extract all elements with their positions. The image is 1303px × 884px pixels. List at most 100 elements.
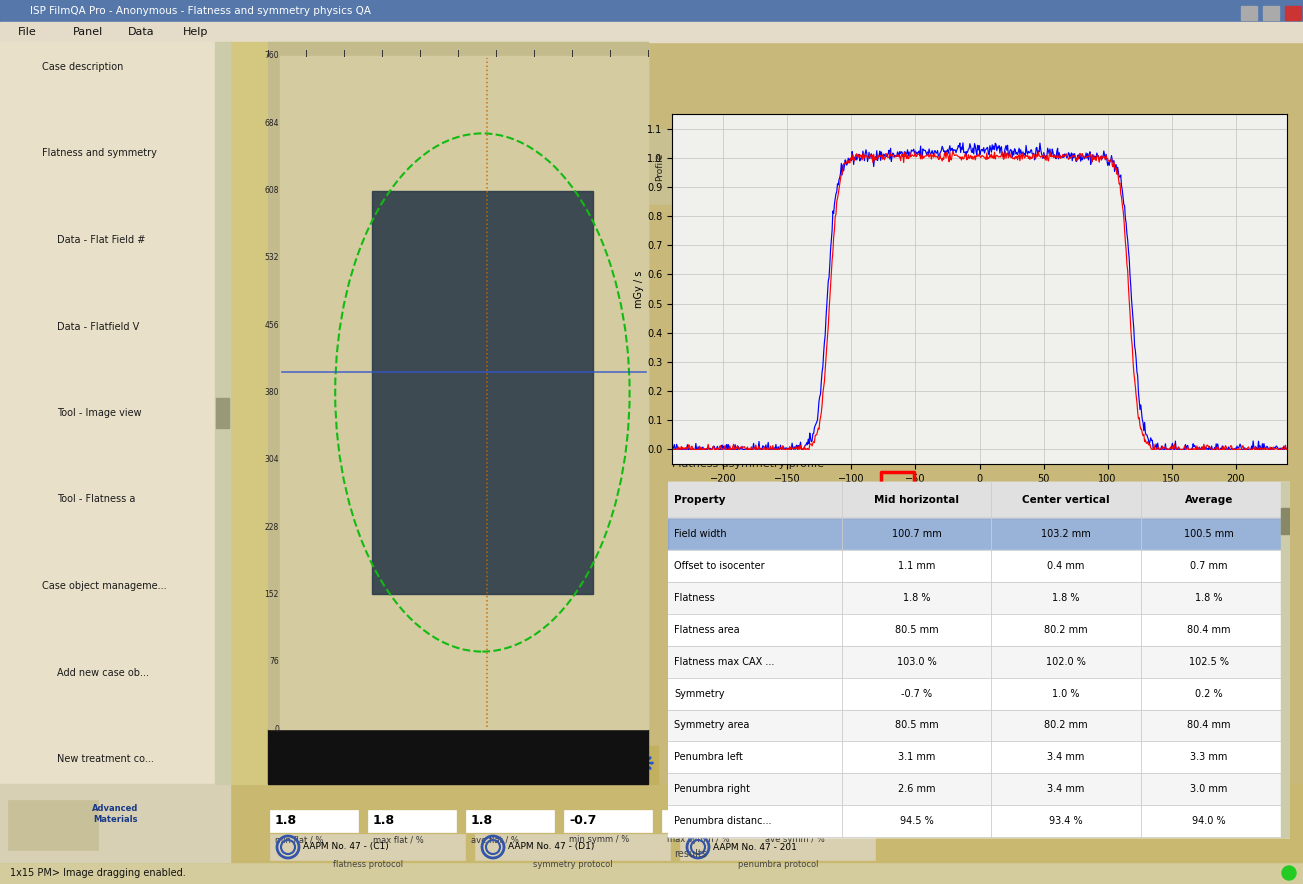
Text: 3.3 mm: 3.3 mm bbox=[1191, 752, 1227, 763]
Text: →: → bbox=[536, 753, 555, 777]
Bar bbox=[0, 862, 1303, 884]
Bar bbox=[280, 56, 648, 729]
Bar bbox=[216, 398, 229, 428]
Text: -0.7 %: -0.7 % bbox=[902, 689, 933, 698]
Text: Tool - Image view: Tool - Image view bbox=[57, 408, 142, 418]
Text: Flatness: Flatness bbox=[674, 592, 715, 603]
Text: Offset to isocenter: Offset to isocenter bbox=[674, 560, 765, 570]
Text: Flatness asymmetry profile: Flatness asymmetry profile bbox=[672, 459, 823, 469]
Text: 80.4 mm: 80.4 mm bbox=[1187, 625, 1231, 635]
Text: Center vertical: Center vertical bbox=[1023, 495, 1110, 505]
mid horizontal path bbox=[702, 443, 718, 453]
Text: 1.8 %: 1.8 % bbox=[1053, 592, 1080, 603]
Bar bbox=[1285, 6, 1300, 20]
Text: Flatness area: Flatness area bbox=[674, 625, 740, 635]
Bar bbox=[668, 482, 1290, 518]
Text: Data: Data bbox=[128, 27, 155, 37]
Text: Tool - Flatness a: Tool - Flatness a bbox=[57, 494, 136, 505]
Bar bbox=[268, 56, 280, 729]
Text: 1x15 PM> Image dragging enabled.: 1x15 PM> Image dragging enabled. bbox=[10, 868, 186, 878]
Text: ←: ← bbox=[386, 753, 405, 777]
Text: 100.5 mm: 100.5 mm bbox=[1184, 529, 1234, 538]
Bar bbox=[680, 834, 876, 860]
Bar bbox=[668, 774, 1290, 805]
Text: ↑: ↑ bbox=[435, 753, 455, 777]
Text: min flat / %: min flat / % bbox=[275, 835, 323, 844]
Text: Penumbra right: Penumbra right bbox=[674, 784, 751, 795]
Text: Data - Flat Field #: Data - Flat Field # bbox=[57, 235, 146, 245]
Text: ↺: ↺ bbox=[285, 753, 305, 777]
Bar bbox=[268, 746, 658, 784]
Text: flatness protocol: flatness protocol bbox=[334, 860, 403, 869]
mid horizontal path bbox=[665, 444, 680, 454]
Bar bbox=[367, 810, 456, 832]
Text: 0.2: 0.2 bbox=[765, 814, 787, 827]
Text: 80.4 mm: 80.4 mm bbox=[1187, 720, 1231, 730]
Text: Advanced
Materials: Advanced Materials bbox=[91, 804, 138, 824]
Bar bbox=[668, 710, 1290, 742]
Bar bbox=[270, 810, 358, 832]
Text: results: results bbox=[674, 850, 708, 859]
Text: 1.0: 1.0 bbox=[667, 814, 689, 827]
mid horizontal path bbox=[1280, 444, 1295, 454]
Text: AAPM No. 47 - (C1): AAPM No. 47 - (C1) bbox=[304, 842, 388, 851]
Text: 532: 532 bbox=[265, 254, 279, 263]
Bar bbox=[8, 800, 98, 850]
mid horizontal path bbox=[955, 138, 971, 149]
mid horizontal path bbox=[1195, 444, 1210, 454]
Text: Add new case ob...: Add new case ob... bbox=[57, 667, 149, 677]
Text: 80.2 mm: 80.2 mm bbox=[1044, 625, 1088, 635]
Text: symmetry protocol: symmetry protocol bbox=[533, 860, 612, 869]
Text: ❋: ❋ bbox=[635, 753, 655, 777]
mid horizontal path bbox=[1058, 149, 1074, 160]
Text: 1.8 %: 1.8 % bbox=[1195, 592, 1224, 603]
Text: 1.8 %: 1.8 % bbox=[903, 592, 930, 603]
Circle shape bbox=[1282, 866, 1296, 880]
Bar bbox=[1240, 6, 1257, 20]
center vertical path bbox=[1023, 151, 1038, 162]
Bar bbox=[0, 0, 1303, 22]
Text: Help: Help bbox=[182, 27, 208, 37]
Text: 80.5 mm: 80.5 mm bbox=[895, 625, 938, 635]
Bar bbox=[0, 784, 1303, 862]
Text: 103.2 mm: 103.2 mm bbox=[1041, 529, 1091, 538]
Bar bbox=[215, 42, 231, 784]
Bar bbox=[668, 677, 1290, 710]
mid horizontal path bbox=[665, 443, 680, 453]
Text: 0.2 %: 0.2 % bbox=[1195, 689, 1224, 698]
Bar bbox=[466, 810, 554, 832]
Text: Panel: Panel bbox=[73, 27, 103, 37]
Text: 94.5 %: 94.5 % bbox=[900, 817, 934, 827]
Text: ✦: ✦ bbox=[585, 753, 605, 777]
Bar bbox=[668, 518, 1290, 550]
Text: 3.1 mm: 3.1 mm bbox=[898, 752, 936, 763]
Text: 102.0 %: 102.0 % bbox=[1046, 657, 1085, 667]
Text: 608: 608 bbox=[265, 187, 279, 195]
Text: Data - Flatfield V: Data - Flatfield V bbox=[57, 322, 139, 332]
Text: 3.0 mm: 3.0 mm bbox=[1191, 784, 1227, 795]
Text: penumbra protocol: penumbra protocol bbox=[737, 860, 818, 869]
Text: 103.0 %: 103.0 % bbox=[896, 657, 937, 667]
Text: max flat / %: max flat / % bbox=[373, 835, 423, 844]
Bar bbox=[668, 805, 1290, 837]
Text: 0: 0 bbox=[274, 725, 279, 734]
Text: Penumbra left: Penumbra left bbox=[674, 752, 743, 763]
Text: Average: Average bbox=[1184, 495, 1234, 505]
Bar bbox=[668, 742, 1290, 774]
Bar bbox=[668, 613, 1290, 645]
Text: 93.4 %: 93.4 % bbox=[1049, 817, 1083, 827]
Text: 80.2 mm: 80.2 mm bbox=[1044, 720, 1088, 730]
Line: center vertical path: center vertical path bbox=[672, 151, 1287, 449]
Text: Flatness max CAX ...: Flatness max CAX ... bbox=[674, 657, 774, 667]
Text: -0.7: -0.7 bbox=[569, 814, 597, 827]
Text: 1.8: 1.8 bbox=[275, 814, 297, 827]
Text: ↻: ↻ bbox=[335, 753, 354, 777]
Text: 456: 456 bbox=[265, 321, 279, 330]
Line: mid horizontal path: mid horizontal path bbox=[672, 143, 1287, 449]
Bar bbox=[270, 834, 465, 860]
center vertical path bbox=[665, 442, 680, 453]
Bar bbox=[564, 810, 652, 832]
Text: Case description: Case description bbox=[42, 62, 124, 72]
Text: 76: 76 bbox=[270, 657, 279, 667]
Bar bbox=[668, 645, 1290, 677]
